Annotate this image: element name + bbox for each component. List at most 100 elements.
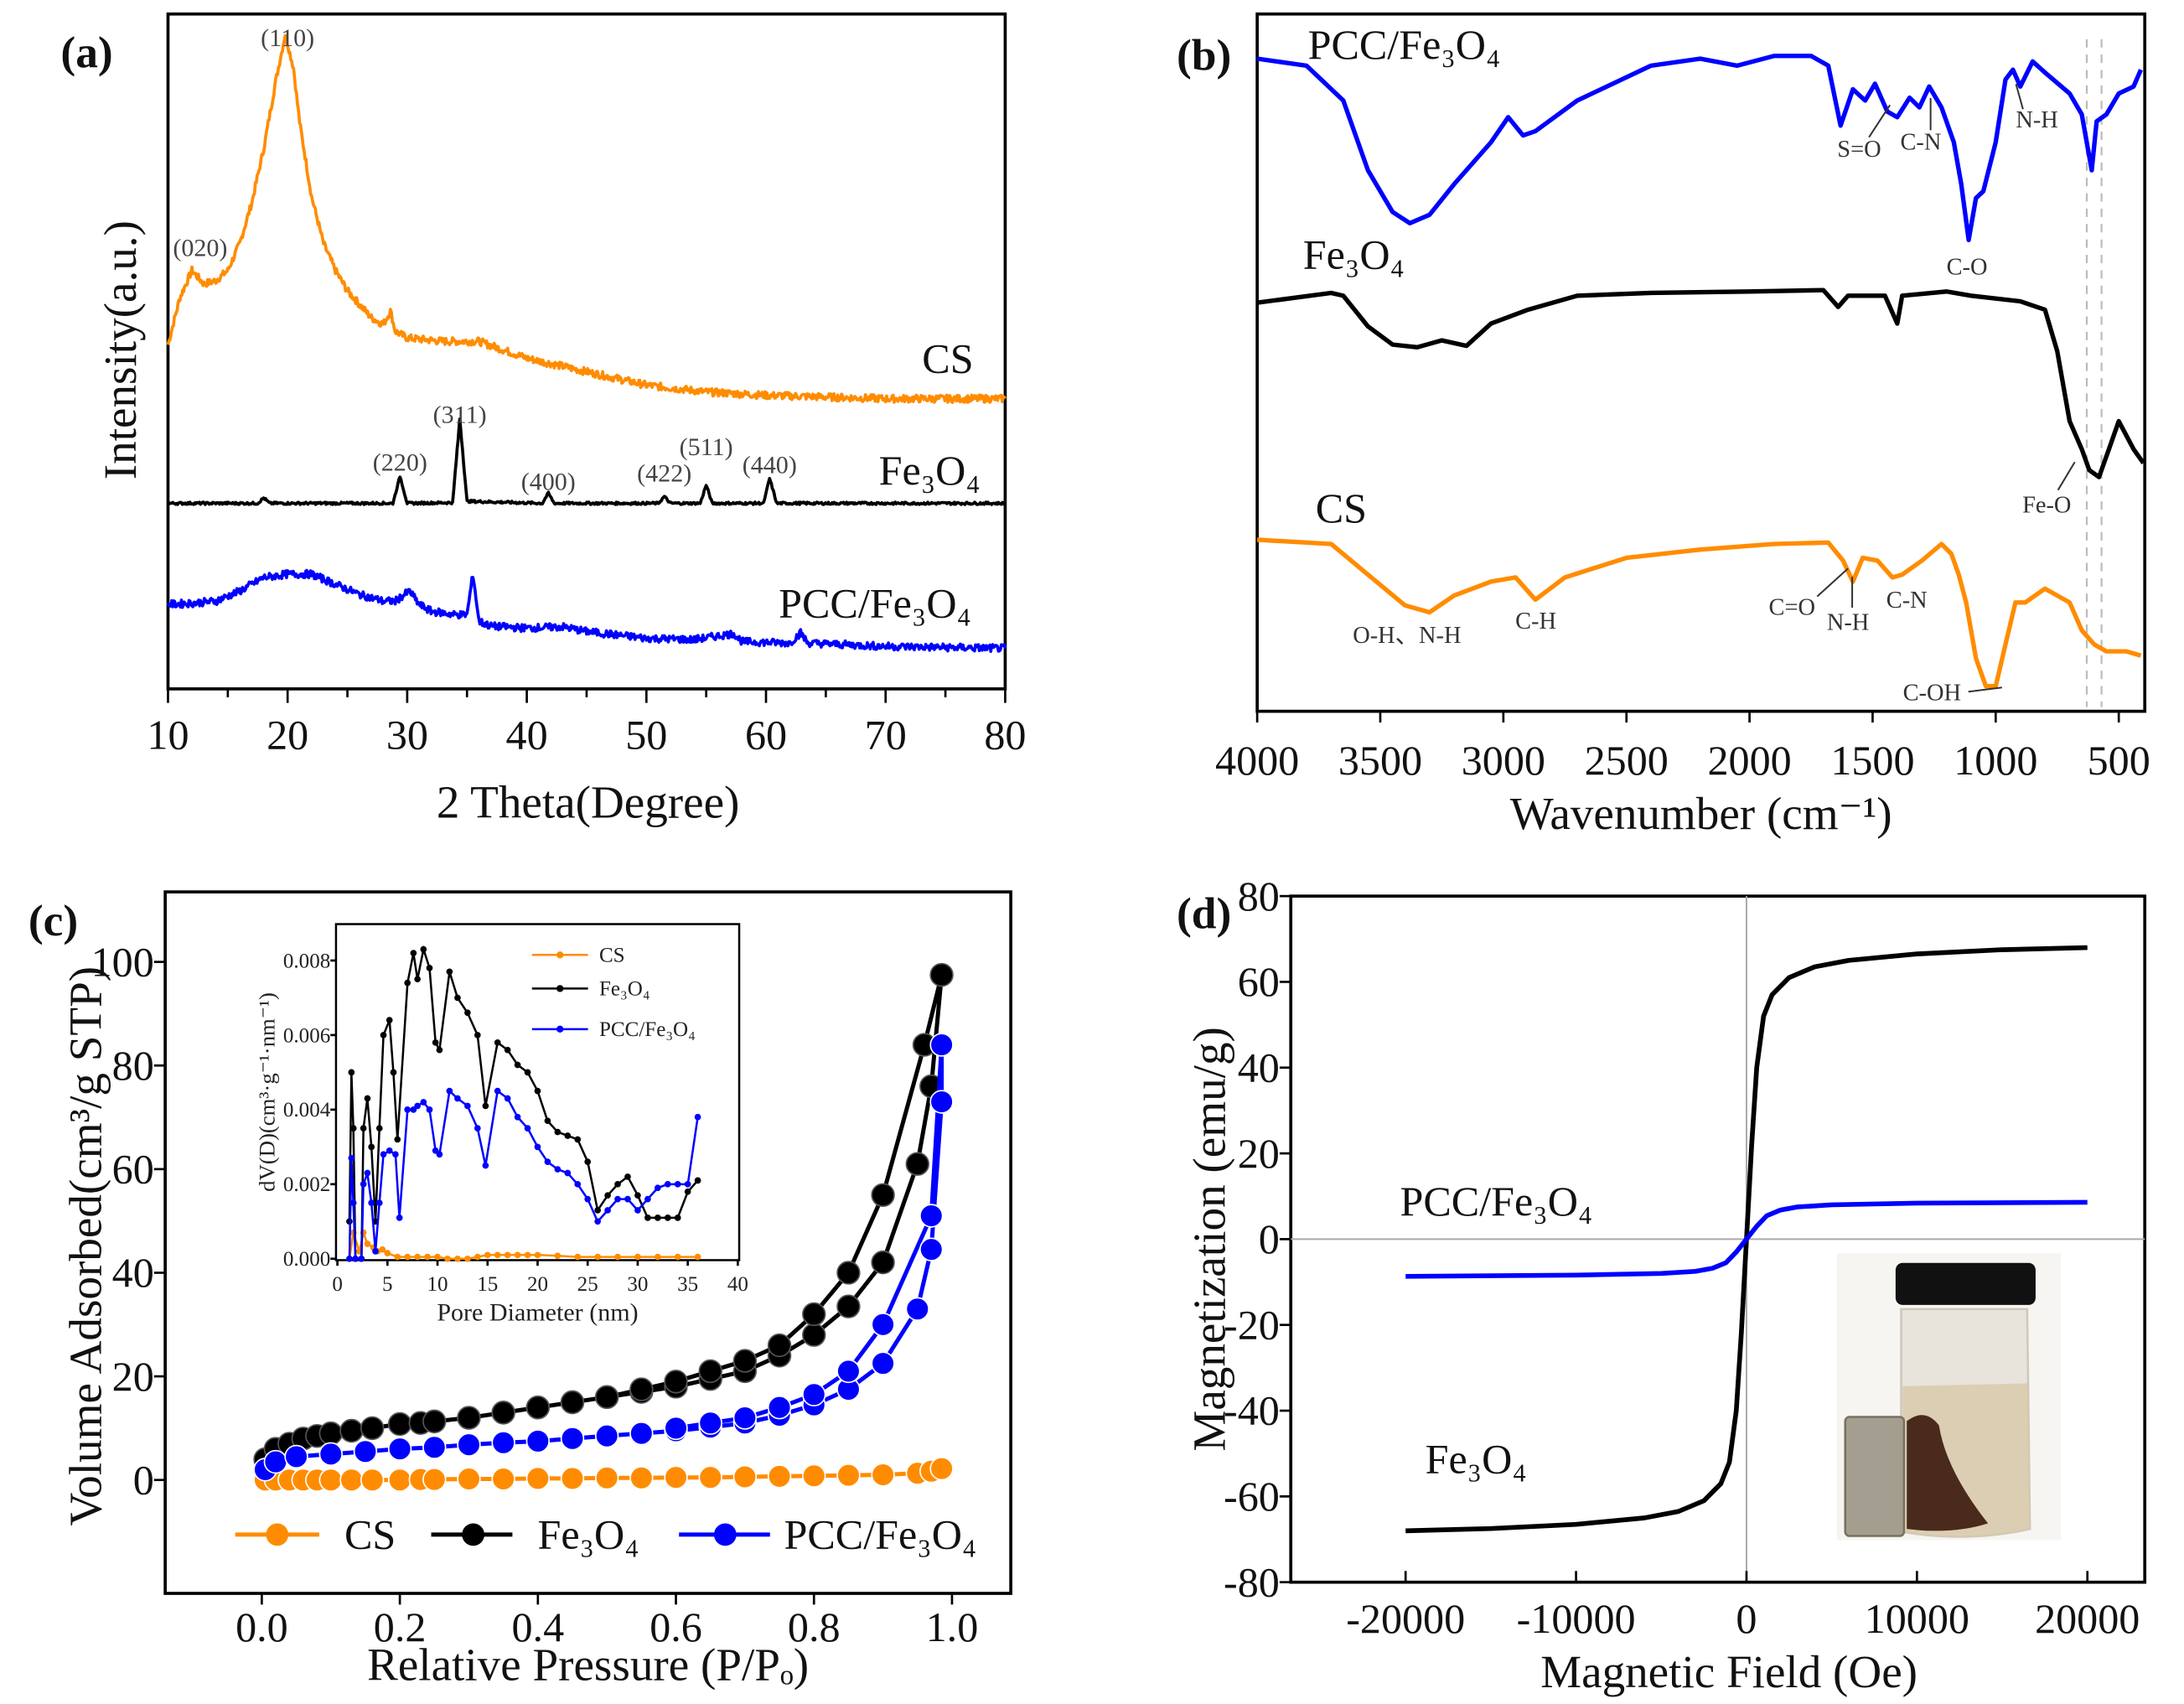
data-point [474, 1032, 481, 1038]
data-point [420, 945, 427, 953]
data-point [368, 1143, 375, 1151]
peak-label: (400) [521, 468, 576, 496]
data-point [698, 1411, 722, 1435]
data-point [375, 1125, 383, 1132]
data-point [534, 1251, 541, 1259]
data-point [664, 1416, 688, 1441]
data-point [422, 1435, 447, 1459]
data-point [387, 1437, 412, 1461]
series-line-2 [1256, 537, 2142, 689]
x-tick-label: 1500 [1830, 737, 1914, 784]
series-label: PCC/Fe₃O₄ [1400, 1178, 1593, 1225]
data-point [871, 1183, 895, 1207]
series-label: Fe₃O₄ [879, 447, 981, 494]
y-tick-label: 0.006 [283, 1024, 330, 1047]
data-point [504, 1046, 511, 1054]
data-point [410, 950, 417, 956]
magnetic-particles [1907, 1415, 1989, 1531]
plot-frame [1255, 12, 2147, 713]
data-point [594, 1253, 601, 1261]
data-point [767, 1464, 792, 1489]
band-annotation: C-N [1886, 588, 1928, 614]
data-point [919, 1204, 944, 1228]
panel-label: (a) [60, 27, 112, 77]
data-point [504, 1251, 511, 1259]
legend-label: PCC/Fe₃O₄ [599, 1018, 696, 1041]
data-point [394, 1253, 401, 1261]
annotation-leader [1968, 686, 2002, 693]
series-label: CS [1316, 484, 1367, 531]
inset-photo-vial-magnet [1836, 1253, 2061, 1541]
data-point [404, 1106, 411, 1113]
legend-label: Fe₃O₄ [599, 978, 650, 1001]
data-point [560, 1427, 585, 1451]
data-point [524, 1069, 531, 1076]
x-axis-title: Magnetic Field (Oe) [1540, 1646, 1917, 1697]
data-point [484, 1251, 491, 1259]
peak-label: (511) [680, 432, 733, 461]
data-point [514, 1113, 521, 1121]
data-point [514, 1061, 521, 1069]
y-tick-label: 60 [112, 1146, 154, 1193]
data-point [929, 1033, 954, 1057]
data-point [482, 1162, 489, 1169]
y-tick-label: 0.000 [283, 1248, 330, 1271]
data-point [414, 976, 421, 983]
data-point [560, 1466, 585, 1491]
data-point [534, 1087, 541, 1095]
data-point [375, 1199, 383, 1206]
band-annotation: C=O [1769, 594, 1815, 620]
x-tick-label: 4000 [1215, 737, 1299, 784]
x-tick-label: 0.0 [235, 1603, 288, 1650]
x-tick-label: 0.6 [650, 1603, 702, 1650]
x-tick-label: 40 [506, 712, 548, 759]
data-point [387, 1411, 412, 1437]
data-point [360, 1125, 367, 1132]
legend-label: CS [599, 945, 625, 967]
data-point [544, 1158, 551, 1165]
data-point [614, 1180, 621, 1188]
data-point [390, 1069, 397, 1076]
data-point [364, 1095, 371, 1102]
data-point [364, 1240, 371, 1247]
y-axis-title: Volume Adsorbed(cm³/g STP) [60, 966, 111, 1526]
series-line-1 [1405, 1199, 2088, 1279]
data-point [871, 1313, 895, 1337]
data-point [426, 1106, 433, 1113]
data-point [929, 1090, 954, 1114]
data-point [454, 1095, 461, 1102]
data-point [380, 1151, 387, 1158]
x-tick-label: 30 [627, 1273, 648, 1296]
data-point [457, 1406, 481, 1430]
data-point [644, 1215, 651, 1221]
data-point [654, 1184, 661, 1192]
data-point [836, 1261, 861, 1285]
data-point [444, 1255, 451, 1262]
data-point [386, 1017, 393, 1023]
data-point [464, 1102, 471, 1110]
data-point [524, 1251, 531, 1259]
inset-pore-distribution: 0 5 10 15 20 25 30 35 40 0.000 0.002 0.004 0.006 0.00… [254, 923, 748, 1326]
data-point [554, 1166, 562, 1173]
y-tick-label: 0 [133, 1456, 154, 1503]
data-point [525, 1395, 551, 1420]
legend-label: CS [344, 1511, 396, 1558]
data-point [624, 1173, 631, 1180]
panel-label: (b) [1177, 30, 1231, 80]
series-line-1 [167, 417, 1007, 506]
data-point [494, 1038, 501, 1046]
data-point [491, 1467, 515, 1491]
data-point [698, 1359, 722, 1384]
data-point [318, 1468, 343, 1492]
y-tick-label: 20 [112, 1353, 154, 1400]
data-point [422, 1409, 447, 1434]
data-point [346, 1255, 353, 1262]
x-tick-label: 20 [267, 712, 308, 759]
x-tick-label: 10 [427, 1273, 448, 1296]
x-tick-label: 3500 [1338, 737, 1422, 784]
x-axis-title: 2 Theta(Degree) [437, 777, 740, 828]
data-point [624, 1195, 631, 1203]
data-point [802, 1302, 826, 1327]
magnet-block [1844, 1416, 1906, 1537]
data-point [836, 1294, 861, 1318]
